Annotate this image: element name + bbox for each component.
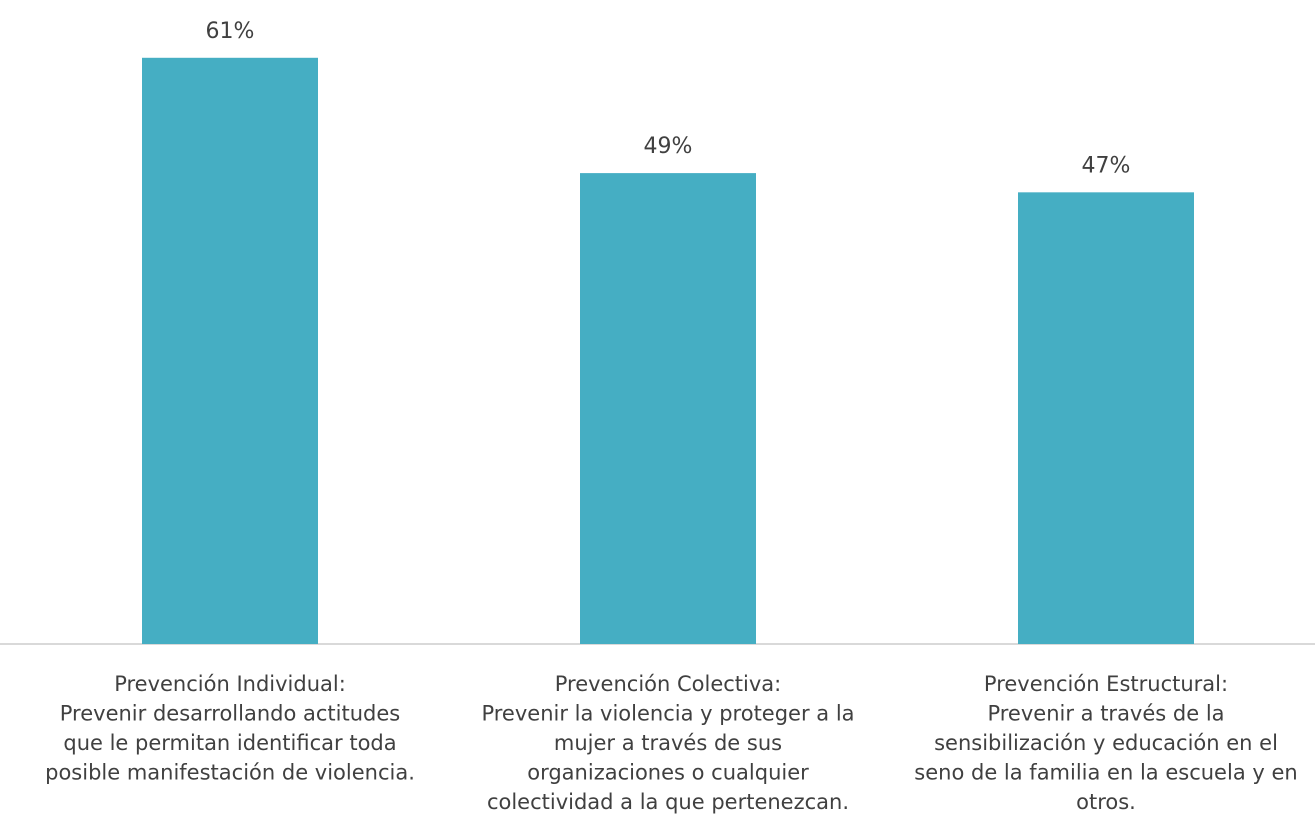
category-tick-label-line: que le permitan identificar toda [63,731,396,755]
category-tick-label: Prevención Estructural: Prevenir a través… [914,672,1297,814]
bar [580,173,756,645]
data-label: 49% [644,134,693,159]
category-tick-label-line: mujer a través de sus [554,731,782,755]
category-tick-label-line: Prevenir a través de la [987,702,1224,726]
category-tick-label-line: posible manifestación de violencia. [45,761,415,785]
category-tick-label-line: Prevenir la violencia y proteger a la [481,702,854,726]
category-labels-group: Prevención Individual: Prevenir desarroll… [45,672,1298,814]
data-label: 47% [1082,153,1131,178]
category-tick-label-line: Prevenir desarrollando actitudes [60,702,400,726]
category-tick-label: Prevención Individual: Prevenir desarroll… [45,672,415,785]
category-tick-label-line: Prevención Colectiva: [555,672,782,696]
value-labels-group: 61% 49% 47% [206,19,1131,179]
category-tick-label-line: sensibilización y educación en el [934,731,1278,755]
category-tick-label-line: seno de la familia en la escuela y en [914,761,1297,785]
category-tick-label-line: Prevención Estructural: [984,672,1228,696]
bars-group [142,57,1194,645]
category-tick-label-line: colectividad a la que pertenezcan. [487,790,849,814]
category-tick-label-line: otros. [1076,790,1136,814]
category-tick-label: Prevención Colectiva: Prevenir la violenc… [481,672,854,814]
bar [1018,192,1194,644]
category-tick-label-line: organizaciones o cualquier [527,761,809,785]
category-tick-label-line: Prevención Individual: [114,672,346,696]
data-label: 61% [206,19,255,44]
bar [142,57,318,645]
